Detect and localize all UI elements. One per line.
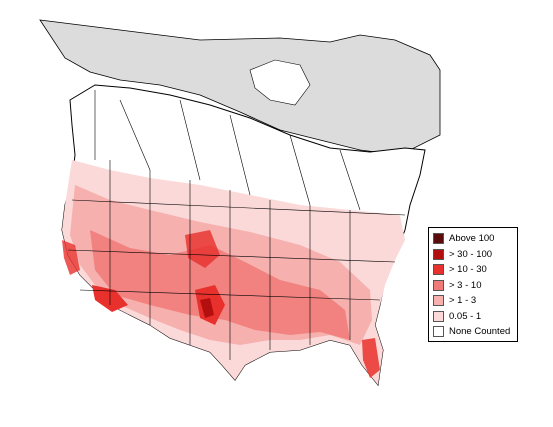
legend-item: > 10 - 30	[433, 262, 513, 278]
legend-label: None Counted	[449, 326, 511, 338]
legend-item: > 30 - 100	[433, 247, 513, 263]
abundance-hotspot-california	[62, 240, 80, 275]
legend-swatch	[433, 310, 444, 322]
abundance-high	[90, 230, 350, 340]
legend-label: > 1 - 3	[449, 295, 477, 307]
legend-swatch	[433, 233, 444, 245]
legend-label: Above 100	[449, 233, 495, 245]
legend-item: None Counted	[433, 324, 513, 340]
legend-swatch	[433, 248, 444, 260]
legend-label: > 10 - 30	[449, 264, 487, 276]
legend-swatch	[433, 279, 444, 291]
legend-label: > 30 - 100	[449, 248, 493, 260]
legend-swatch	[433, 264, 444, 276]
legend-item: > 3 - 10	[433, 278, 513, 294]
legend-label: > 3 - 10	[449, 279, 482, 291]
boundary-lines	[67, 90, 406, 360]
abundance-core-texas	[200, 298, 214, 318]
legend-item: > 1 - 3	[433, 293, 513, 309]
legend-item: 0.05 - 1	[433, 309, 513, 325]
legend-swatch	[433, 326, 444, 338]
legend-label: 0.05 - 1	[449, 310, 482, 322]
map-legend: Above 100 > 30 - 100 > 10 - 30 > 3 - 10 > 1 …	[428, 227, 518, 342]
legend-item: Above 100	[433, 231, 513, 247]
legend-swatch	[433, 295, 444, 307]
abundance-hotspot-plains	[185, 230, 220, 268]
abundance-hotspot-florida	[362, 338, 380, 378]
hudson-bay	[249, 59, 311, 106]
